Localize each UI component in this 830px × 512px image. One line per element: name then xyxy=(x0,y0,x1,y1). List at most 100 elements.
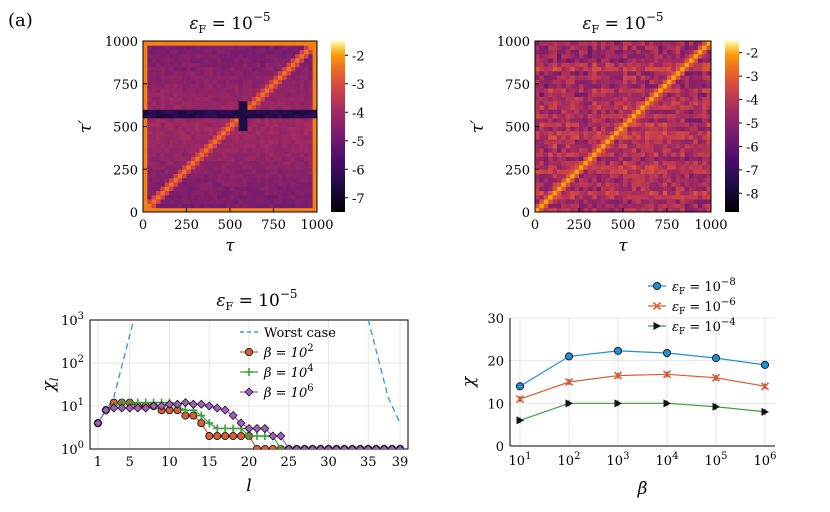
heatmap-cell xyxy=(662,92,668,97)
heatmap-cell xyxy=(169,156,174,162)
heatmap-cell xyxy=(286,88,292,93)
heatmap-cell xyxy=(675,194,681,200)
heatmap-cell xyxy=(295,156,300,162)
heatmap-cell xyxy=(251,177,257,183)
x-axis-label: l xyxy=(246,476,251,496)
heatmap-cell xyxy=(636,194,641,200)
heatmap-cell xyxy=(195,203,200,209)
heatmap-cell xyxy=(561,173,567,179)
heatmap-cell xyxy=(286,105,292,110)
heatmap-cell xyxy=(592,105,597,110)
heatmap-cell xyxy=(627,109,633,115)
heatmap-cell xyxy=(671,109,677,115)
heatmap-cell xyxy=(592,66,597,72)
heatmap-cell xyxy=(216,203,222,209)
heatmap-cell xyxy=(684,130,690,136)
heatmap-cell xyxy=(182,49,187,55)
heatmap-cell xyxy=(182,122,187,127)
heatmap-cell xyxy=(260,199,266,204)
heatmap-cell xyxy=(618,203,624,209)
heatmap-cell xyxy=(238,203,244,209)
heatmap-cell xyxy=(195,173,200,179)
heatmap-cell xyxy=(592,100,597,106)
heatmap-cell xyxy=(539,117,545,123)
heatmap-cell xyxy=(601,186,606,192)
heatmap-cell xyxy=(667,135,672,140)
heatmap-cell xyxy=(156,96,161,102)
heatmap-cell xyxy=(156,117,161,123)
series-point-2 xyxy=(181,406,190,415)
heatmap-cell xyxy=(680,88,685,93)
heatmap-cell xyxy=(251,130,257,136)
heatmap-cell xyxy=(667,164,672,170)
heatmap-cell xyxy=(264,113,270,119)
heatmap-cell xyxy=(574,143,580,149)
heatmap-cell xyxy=(601,190,606,196)
heatmap-cell xyxy=(557,117,562,123)
heatmap-cell xyxy=(587,152,593,157)
heatmap-cell xyxy=(256,96,261,102)
heatmap-cell xyxy=(561,75,567,80)
y-axis-label: τ′ xyxy=(76,120,96,133)
heatmap-cell xyxy=(684,169,690,174)
heatmap-cell xyxy=(689,75,694,80)
heatmap-cell xyxy=(702,45,707,50)
heatmap-cell xyxy=(702,96,707,102)
heatmap-cell xyxy=(190,79,196,85)
heatmap-cell xyxy=(614,83,619,89)
heatmap-cell xyxy=(282,66,287,72)
heatmap-cell xyxy=(552,117,558,123)
heatmap-cell xyxy=(243,139,248,144)
heatmap-cell xyxy=(548,75,553,80)
heatmap-cell xyxy=(143,92,148,97)
heatmap-cell xyxy=(583,199,589,204)
legend-label: Worst case xyxy=(264,326,336,341)
heatmap-cell xyxy=(684,109,690,115)
heatmap-cell xyxy=(623,182,628,187)
heatmap-cell xyxy=(186,83,192,89)
heatmap-cell xyxy=(596,53,602,59)
heatmap-cell xyxy=(186,164,192,170)
heatmap-cell xyxy=(662,117,668,123)
heatmap-cell xyxy=(282,88,287,93)
heatmap-cell xyxy=(203,130,209,136)
heatmap-cell xyxy=(282,100,287,106)
heatmap-cell xyxy=(195,126,200,132)
heatmap-cell xyxy=(548,194,553,200)
heatmap-cell xyxy=(596,186,602,192)
heatmap-cell xyxy=(312,58,318,63)
heatmap-cell xyxy=(186,173,192,179)
heatmap-cell xyxy=(147,96,153,102)
heatmap-cell xyxy=(583,152,589,157)
heatmap-cell xyxy=(680,160,685,166)
heatmap-cell xyxy=(570,113,575,119)
heatmap-cell xyxy=(182,92,187,97)
heatmap-cell xyxy=(689,105,694,110)
heatmap-cell xyxy=(667,96,672,102)
heatmap-cell xyxy=(658,75,663,80)
heatmap-cell xyxy=(697,70,703,76)
heatmap-cell xyxy=(671,156,677,162)
heatmap-cell xyxy=(295,45,300,50)
heatmap-cell xyxy=(697,96,703,102)
heatmap-cell xyxy=(658,147,663,153)
heatmap-cell xyxy=(680,169,685,174)
heatmap-cell xyxy=(596,182,602,187)
heatmap-cell xyxy=(548,190,553,196)
heatmap-cell xyxy=(623,173,628,179)
heatmap-cell xyxy=(195,105,200,110)
heatmap-cell xyxy=(182,66,187,72)
heatmap-cell xyxy=(539,177,545,183)
heatmap-cell xyxy=(286,70,292,76)
heatmap-cell xyxy=(290,41,296,46)
heatmap-cell xyxy=(147,139,153,144)
heatmap-cell xyxy=(627,62,633,68)
heatmap-cell xyxy=(251,49,257,55)
heatmap-cell xyxy=(539,96,545,102)
heatmap-cell xyxy=(552,66,558,72)
heatmap-cell xyxy=(539,62,545,68)
heatmap-cell xyxy=(623,41,628,46)
heatmap-cell xyxy=(186,207,192,213)
heatmap-cell xyxy=(238,62,244,68)
heatmap-cell xyxy=(225,164,231,170)
